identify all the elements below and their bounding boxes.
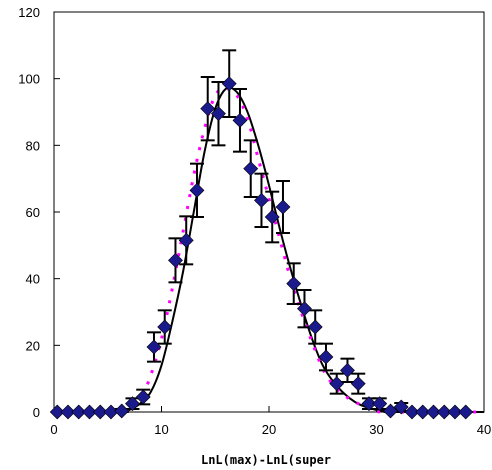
data-point-diamond: [92, 404, 108, 420]
data-point-diamond: [49, 404, 65, 420]
data-point-diamond: [275, 199, 291, 215]
y-tick-label: 80: [26, 138, 40, 153]
data-point-diamond: [340, 362, 355, 378]
y-tick-label: 40: [26, 272, 40, 287]
data-point-diamond: [307, 319, 323, 335]
data-point-diamond: [189, 182, 205, 198]
x-axis-title: LnL(max)-LnL(super: [201, 453, 331, 467]
data-point-diamond: [458, 404, 474, 420]
data-point-diamond: [447, 404, 463, 420]
data-point-diamond: [60, 404, 76, 420]
data-point-diamond: [254, 192, 269, 208]
data-point-diamond: [393, 399, 409, 415]
data-point-diamond: [426, 404, 441, 420]
data-point-diamond: [383, 403, 398, 419]
y-axis: 0 20 40 60 80 100 120: [18, 5, 60, 420]
expected-curve: [53, 87, 485, 414]
data-point-diamond: [243, 161, 259, 177]
data-point-diamond: [168, 252, 183, 268]
x-tick-label: 40: [477, 422, 491, 437]
expected-dashed-line: [53, 87, 485, 414]
x-tick-label: 30: [369, 422, 383, 437]
y-tick-label: 20: [26, 338, 40, 353]
data-point-diamond: [135, 389, 151, 405]
data-point-diamond: [232, 112, 248, 128]
data-point-diamond: [404, 404, 420, 420]
y-tick-label: 120: [18, 5, 40, 20]
error-bars: [114, 49, 409, 413]
data-point-diamond: [329, 376, 345, 392]
data-point-diamond: [178, 232, 194, 248]
data-point-diamond: [372, 396, 388, 412]
plot-border: [53, 11, 485, 413]
data-point-diamond: [157, 319, 173, 335]
x-tick-label: 20: [262, 422, 276, 437]
data-point-diamond: [286, 276, 302, 292]
data-point-diamond: [297, 301, 312, 317]
data-point-diamond: [221, 76, 237, 92]
fit-curve: [53, 86, 485, 414]
data-point-diamond: [114, 403, 130, 419]
data-point-diamond: [211, 106, 226, 122]
x-tick-label: 10: [154, 422, 168, 437]
fit-line: [53, 86, 485, 414]
y-tick-label: 0: [33, 405, 40, 420]
data-point-diamond: [318, 349, 334, 365]
data-point-diamond: [415, 404, 431, 420]
data-point-diamond: [436, 404, 452, 420]
data-point-diamond: [350, 376, 366, 392]
data-markers: [49, 76, 474, 420]
data-point-diamond: [71, 404, 87, 420]
y-tick-label: 60: [26, 205, 40, 220]
data-point-diamond: [82, 404, 97, 420]
y-tick-label: 100: [18, 72, 40, 87]
plot-frame: [53, 11, 485, 413]
data-point-diamond: [200, 101, 216, 117]
data-point-diamond: [361, 396, 377, 412]
x-tick-label: 0: [50, 422, 57, 437]
data-point-diamond: [264, 209, 280, 225]
data-point-diamond: [146, 339, 162, 355]
data-point-diamond: [125, 396, 140, 412]
